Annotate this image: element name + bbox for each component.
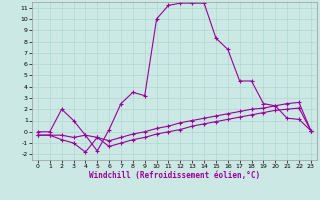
X-axis label: Windchill (Refroidissement éolien,°C): Windchill (Refroidissement éolien,°C) bbox=[89, 171, 260, 180]
